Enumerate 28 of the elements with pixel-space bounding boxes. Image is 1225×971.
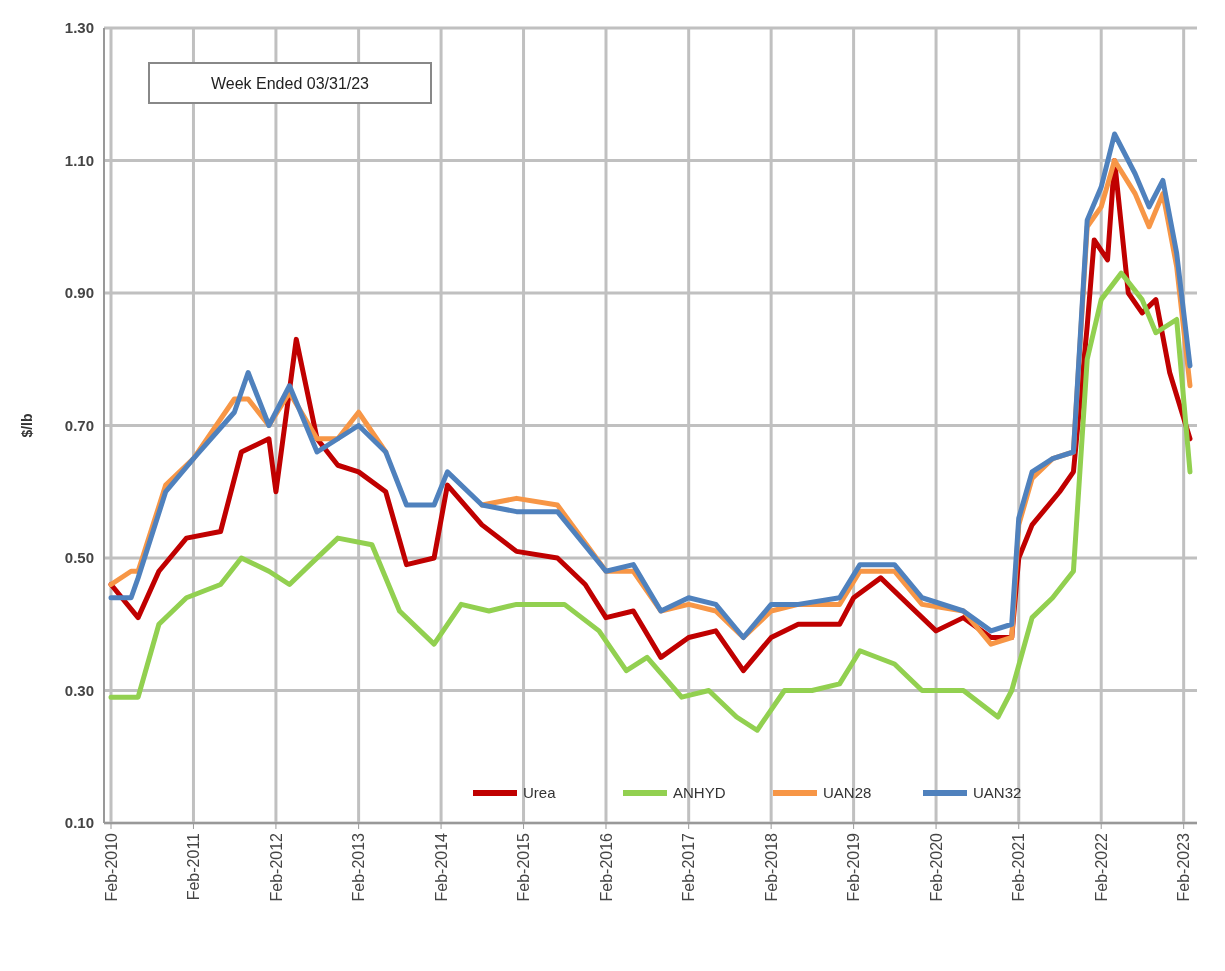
x-tick-label: Feb-2015 xyxy=(515,832,533,902)
legend-label: Urea xyxy=(523,784,557,802)
annotation: Week Ended 03/31/23 xyxy=(210,74,370,92)
x-tick-label: Feb-2023 xyxy=(1175,832,1193,902)
x-tick-label: Feb-2022 xyxy=(1092,832,1110,902)
x-tick-label: Feb-2011 xyxy=(185,832,203,901)
x-tick-label: Feb-2021 xyxy=(1010,832,1028,902)
x-tick-label: Feb-2014 xyxy=(432,832,450,902)
x-tick-label: Feb-2019 xyxy=(845,832,863,902)
y-tick-label: 0.30 xyxy=(64,681,94,699)
legend-label: ANHYD xyxy=(673,784,726,802)
y-tick-label: 1.10 xyxy=(64,151,94,169)
x-tick-label: Feb-2018 xyxy=(762,832,780,902)
y-tick-label: 0.10 xyxy=(64,814,94,832)
x-tick-label: Feb-2013 xyxy=(350,832,368,902)
x-tick-label: Feb-2017 xyxy=(680,832,698,902)
legend-label: UAN32 xyxy=(973,784,1022,802)
x-tick-label: Feb-2020 xyxy=(927,832,945,902)
y-tick-label: 0.90 xyxy=(64,284,94,302)
x-tick-label: Feb-2010 xyxy=(102,832,120,902)
note-box: Week Ended 03/31/23 xyxy=(148,62,432,104)
y-tick-label: 0.50 xyxy=(64,549,94,567)
x-tick-label: Feb-2012 xyxy=(267,832,285,902)
legend-label: UAN28 xyxy=(823,784,872,802)
y-axis-title: $/lb xyxy=(19,413,35,438)
y-tick-label: 0.70 xyxy=(64,416,94,434)
y-tick-label: 1.30 xyxy=(64,19,94,37)
x-tick-label: Feb-2016 xyxy=(597,832,615,902)
